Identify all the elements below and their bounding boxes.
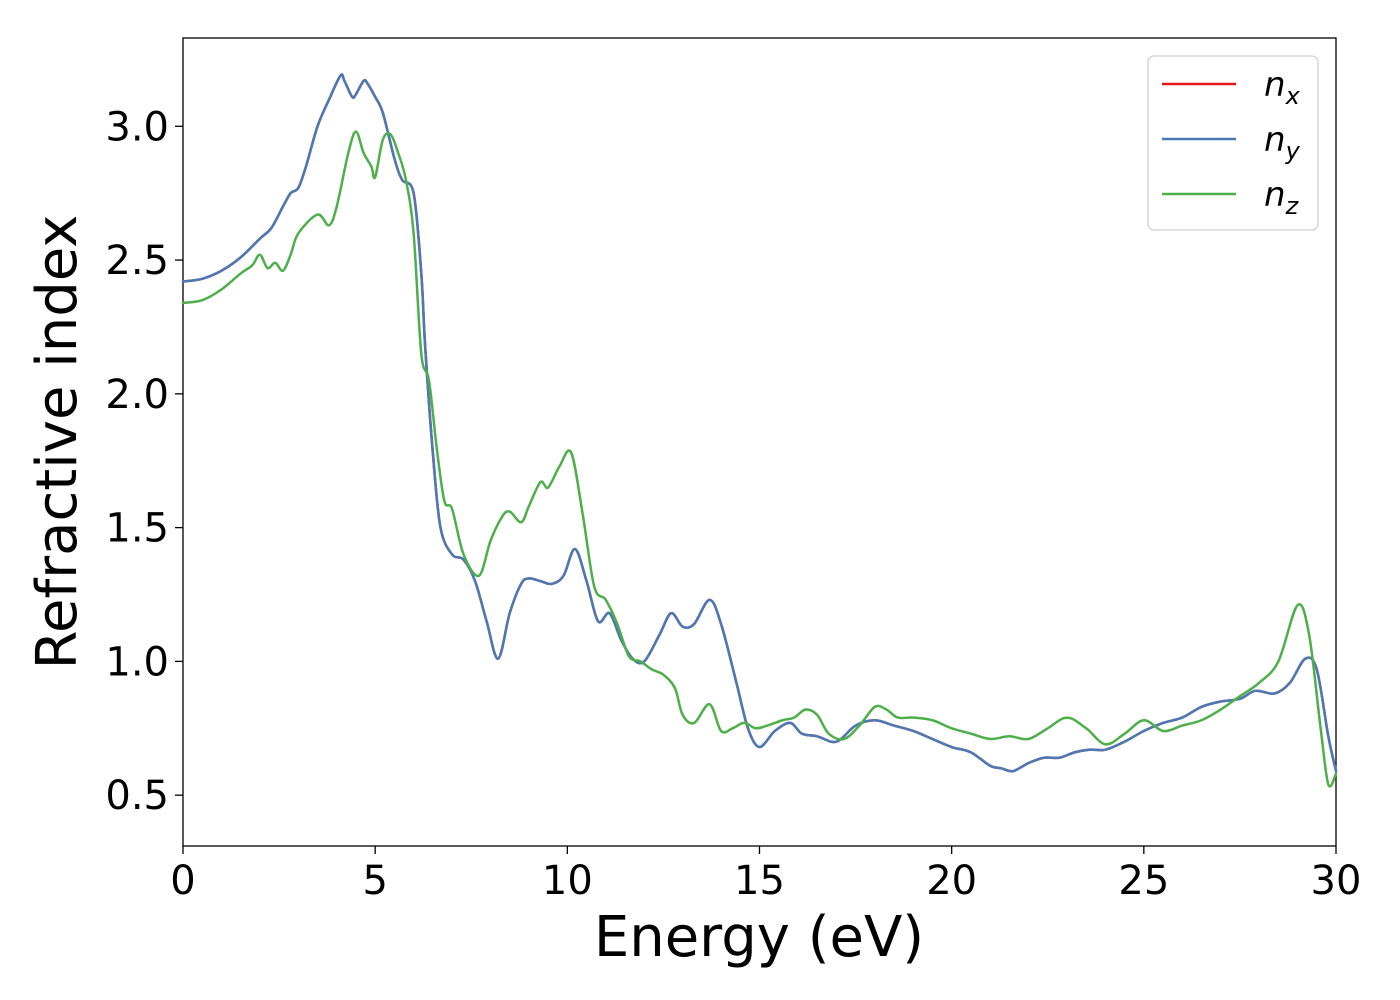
series-layer <box>181 73 1338 788</box>
x-tick-label: 10 <box>542 858 593 904</box>
legend: nx ny nz <box>1147 55 1319 231</box>
legend-label-ny: ny <box>1264 120 1301 165</box>
legend-box <box>1147 55 1319 231</box>
legend-subscript-nz: z <box>1285 192 1300 220</box>
y-tick-label: 0.5 <box>105 773 169 819</box>
x-tick-label: 5 <box>362 858 387 904</box>
y-tick-label: 1.5 <box>105 506 169 552</box>
series-line-nz <box>181 130 1338 788</box>
x-tick-label: 0 <box>170 858 195 904</box>
legend-name-nz: n <box>1264 175 1286 215</box>
legend-name-nx: n <box>1264 65 1286 105</box>
legend-subscript-ny: y <box>1285 137 1301 165</box>
y-tick-label: 1.0 <box>105 639 169 685</box>
x-axis-title: Energy (eV) <box>594 905 924 970</box>
legend-subscript-nx: x <box>1285 82 1301 110</box>
x-axis-ticks: 0 5 10 15 20 25 30 <box>170 846 1361 904</box>
y-tick-label: 2.5 <box>105 238 169 284</box>
y-tick-label: 2.0 <box>105 372 169 418</box>
y-axis-title: Refractive index <box>25 215 90 670</box>
x-tick-label: 15 <box>734 858 785 904</box>
x-tick-label: 20 <box>926 858 977 904</box>
x-tick-label: 30 <box>1311 858 1362 904</box>
legend-label-nx: nx <box>1264 65 1301 110</box>
y-tick-label: 3.0 <box>105 104 169 150</box>
legend-name-ny: n <box>1264 120 1286 160</box>
y-axis-ticks: 0.5 1.0 1.5 2.0 2.5 3.0 <box>105 104 183 819</box>
legend-label-nz: nz <box>1264 175 1300 220</box>
x-tick-label: 25 <box>1118 858 1169 904</box>
